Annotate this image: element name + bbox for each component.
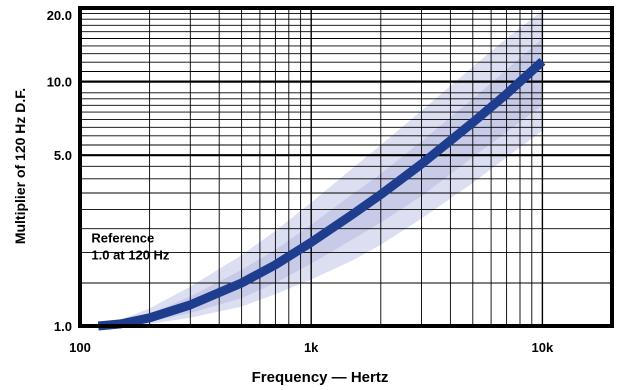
- x-axis-label: Frequency — Hertz: [252, 369, 389, 386]
- annotation-layer: Reference 1.0 at 120 Hz: [91, 230, 170, 262]
- x-tick-label: 100: [69, 340, 91, 355]
- y-tick-label: 1.0: [54, 319, 72, 334]
- y-tick-label: 10.0: [47, 75, 72, 90]
- series-0-curve: [97, 57, 546, 331]
- y-axis-label: Multiplier of 120 Hz D.F.: [12, 88, 28, 244]
- x-tick-label: 10k: [532, 340, 554, 355]
- tolerance-band-layer: [98, 10, 543, 326]
- series-layer: [97, 57, 546, 331]
- y-tick-label: 5.0: [54, 148, 72, 163]
- grid-layer: [80, 8, 612, 326]
- tick-label-layer: 100 1k 10k 1.0 5.0 10.0 20.0: [47, 8, 554, 355]
- outer-tolerance-band: [98, 10, 543, 326]
- y-tick-label: 20.0: [47, 8, 72, 23]
- x-tick-label: 1k: [304, 340, 319, 355]
- plot-frame: [78, 6, 614, 328]
- annotation-line: Reference: [91, 230, 154, 245]
- annotation-line: 1.0 at 120 Hz: [91, 247, 170, 262]
